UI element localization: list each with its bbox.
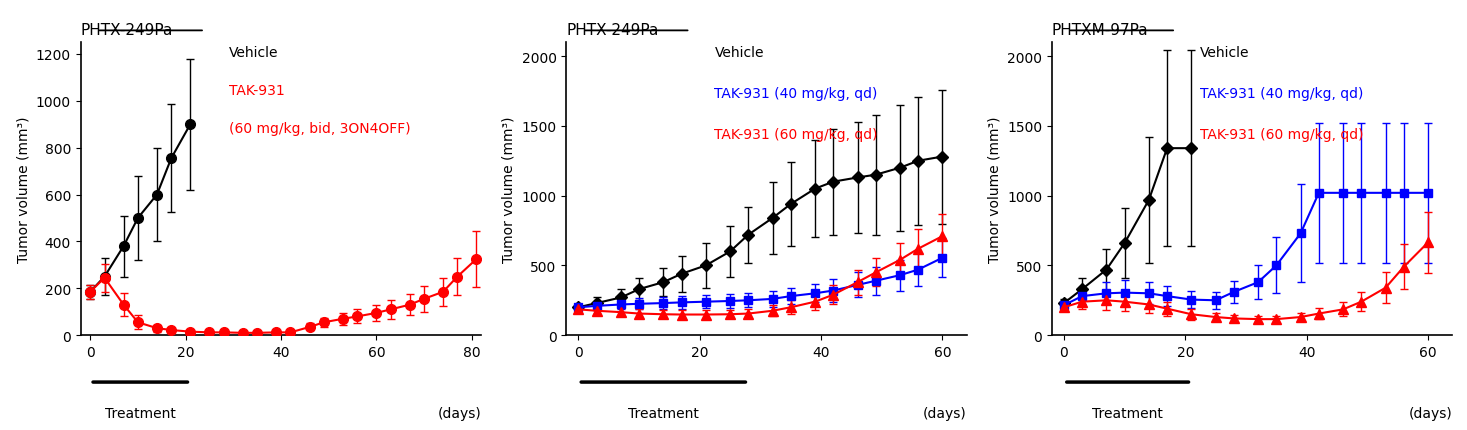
Text: TAK-931 (60 mg/kg, qd): TAK-931 (60 mg/kg, qd) (1200, 128, 1363, 142)
Text: (days): (days) (1408, 405, 1452, 420)
Text: (60 mg/kg, bid, 3ON4OFF): (60 mg/kg, bid, 3ON4OFF) (229, 122, 411, 136)
Text: PHTX-249Pa: PHTX-249Pa (566, 23, 659, 38)
Text: Treatment: Treatment (1093, 405, 1163, 420)
Text: PHTX-249Pa: PHTX-249Pa (81, 23, 173, 38)
Text: Treatment: Treatment (104, 405, 176, 420)
Text: TAK-931: TAK-931 (229, 84, 285, 98)
Text: (days): (days) (437, 405, 481, 420)
Text: Treatment: Treatment (628, 405, 698, 420)
Text: TAK-931 (40 mg/kg, qd): TAK-931 (40 mg/kg, qd) (1200, 87, 1363, 101)
Y-axis label: Tumor volume (mm³): Tumor volume (mm³) (987, 116, 1002, 262)
Y-axis label: Tumor volume (mm³): Tumor volume (mm³) (502, 116, 516, 262)
Text: TAK-931 (40 mg/kg, qd): TAK-931 (40 mg/kg, qd) (714, 87, 877, 101)
Text: TAK-931 (60 mg/kg, qd): TAK-931 (60 mg/kg, qd) (714, 128, 877, 142)
Text: PHTXM-97Pa: PHTXM-97Pa (1052, 23, 1149, 38)
Text: Vehicle: Vehicle (714, 46, 764, 60)
Text: Vehicle: Vehicle (1200, 46, 1250, 60)
Text: Vehicle: Vehicle (229, 46, 279, 60)
Y-axis label: Tumor volume (mm³): Tumor volume (mm³) (16, 116, 31, 262)
Text: (days): (days) (923, 405, 967, 420)
